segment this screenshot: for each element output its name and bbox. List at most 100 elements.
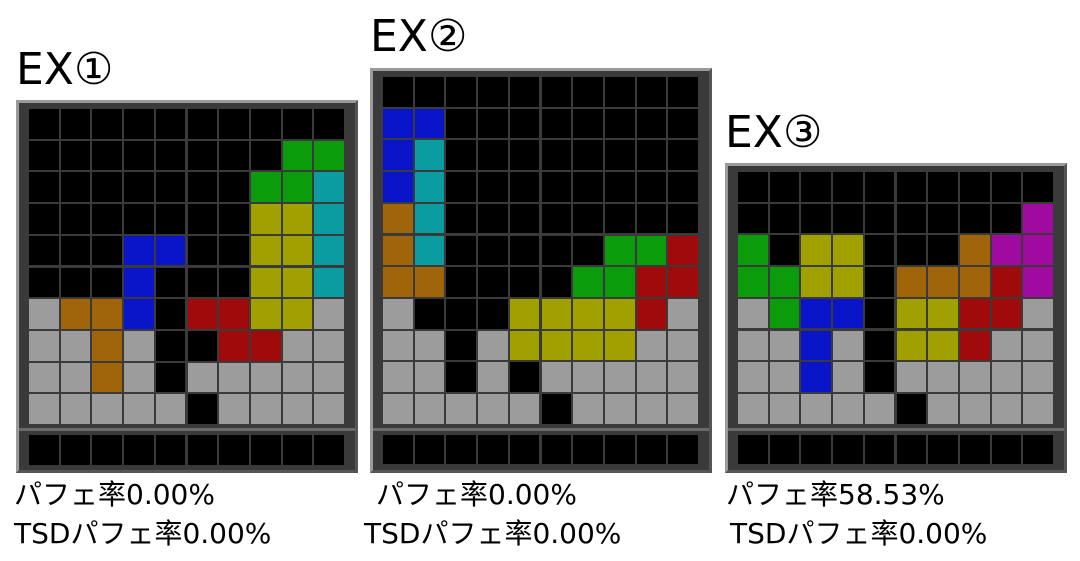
cell: [635, 107, 668, 140]
next-cell: [667, 433, 699, 466]
cell: [28, 171, 60, 204]
cell: [990, 361, 1023, 393]
cell: [28, 266, 60, 299]
cell: [737, 171, 769, 203]
next-cell: [1022, 433, 1054, 466]
cell: [895, 392, 928, 425]
next-cell: [59, 434, 92, 466]
next-cell: [281, 434, 314, 466]
cell: [445, 139, 478, 172]
board-title: EX③: [725, 107, 823, 158]
cell: [477, 297, 509, 330]
cell: [186, 266, 219, 299]
cell: [154, 393, 187, 425]
cell: [382, 297, 414, 330]
cell: [249, 171, 282, 204]
cell: [635, 76, 668, 108]
cell: [667, 266, 699, 298]
cell: [863, 266, 896, 298]
cell: [59, 171, 92, 204]
cell: [1022, 202, 1054, 235]
cell: [313, 298, 345, 330]
cell: [927, 234, 959, 267]
cell: [154, 108, 187, 140]
cell: [832, 171, 864, 203]
cell: [281, 266, 314, 299]
cell: [603, 171, 636, 203]
cell: [990, 202, 1023, 235]
cell: [249, 298, 282, 330]
cell: [382, 361, 414, 393]
cell: [990, 392, 1023, 425]
cell: [667, 202, 699, 235]
cell: [927, 392, 959, 425]
cell: [572, 393, 604, 425]
next-cell: [249, 434, 282, 466]
cell: [603, 234, 636, 267]
cell: [508, 139, 541, 172]
cell: [667, 234, 699, 267]
cell: [59, 329, 92, 362]
cell: [91, 234, 124, 267]
cell: [603, 297, 636, 330]
next-cell: [603, 433, 636, 466]
cell: [895, 266, 928, 298]
cell: [958, 171, 991, 203]
cell: [313, 329, 345, 362]
cell: [154, 298, 187, 330]
cell: [413, 171, 446, 203]
cell: [249, 139, 282, 172]
cell: [413, 234, 446, 267]
cell: [186, 171, 219, 204]
cell: [59, 139, 92, 172]
cell: [477, 361, 509, 393]
next-cell: [508, 433, 541, 466]
cell: [540, 361, 573, 393]
cell: [281, 361, 314, 394]
cell: [990, 329, 1023, 362]
cell: [445, 297, 478, 330]
cell: [91, 171, 124, 204]
tsd-perfect-rate: TSDパフェ率0.00%: [14, 517, 272, 550]
cell: [249, 266, 282, 299]
cell: [927, 329, 959, 362]
cell: [218, 203, 250, 235]
cell: [768, 392, 801, 425]
cell: [91, 298, 124, 330]
cell: [1022, 297, 1054, 330]
cell: [1022, 171, 1054, 203]
cell: [990, 171, 1023, 203]
cell: [958, 361, 991, 393]
cell: [895, 202, 928, 235]
cell: [737, 361, 769, 393]
cell: [477, 139, 509, 172]
cell: [667, 329, 699, 362]
cell: [667, 139, 699, 172]
cell: [958, 297, 991, 330]
cell: [91, 139, 124, 172]
cell: [59, 393, 92, 425]
cell: [313, 266, 345, 299]
cell: [59, 298, 92, 330]
cell: [895, 234, 928, 267]
cell: [832, 361, 864, 393]
cell: [737, 297, 769, 330]
cell: [1022, 234, 1054, 267]
cell: [768, 329, 801, 362]
cell: [28, 298, 60, 330]
cell: [477, 329, 509, 362]
cell: [413, 76, 446, 108]
cell: [313, 139, 345, 172]
board-title: EX②: [370, 11, 468, 62]
cell: [281, 108, 314, 140]
cell: [508, 171, 541, 203]
cell: [990, 297, 1023, 330]
cell: [154, 203, 187, 235]
cell: [154, 361, 187, 394]
cell: [281, 139, 314, 172]
cell: [800, 297, 833, 330]
cell: [413, 202, 446, 235]
cell: [572, 234, 604, 267]
cell: [281, 329, 314, 362]
